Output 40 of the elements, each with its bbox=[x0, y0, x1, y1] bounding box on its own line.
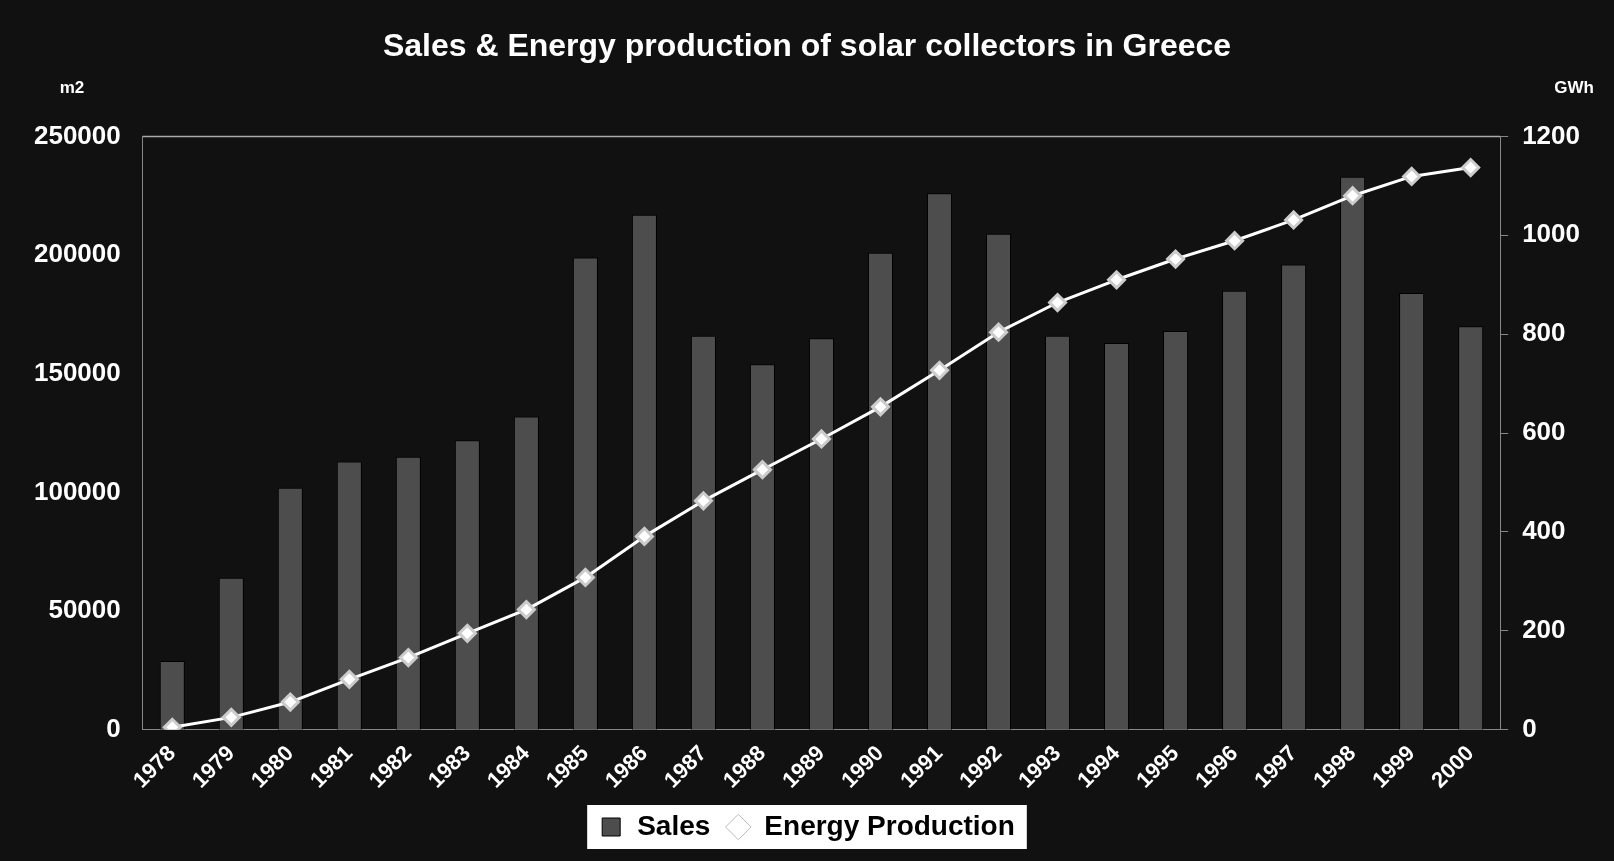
chart-title: Sales & Energy production of solar collectors in Greece bbox=[382, 27, 1232, 64]
y-tick-label: 0 bbox=[106, 712, 121, 743]
y-tick-label: 250000 bbox=[33, 119, 121, 150]
point bbox=[575, 567, 595, 587]
point bbox=[280, 692, 300, 712]
point bbox=[1048, 293, 1068, 313]
point bbox=[1461, 158, 1481, 178]
point bbox=[930, 360, 949, 380]
point bbox=[339, 669, 359, 689]
point bbox=[811, 429, 831, 449]
point bbox=[1343, 186, 1363, 206]
point bbox=[1284, 210, 1304, 230]
y2-tick-label: 0 bbox=[1522, 712, 1537, 743]
point bbox=[1166, 249, 1186, 269]
point bbox=[989, 322, 1009, 342]
point bbox=[634, 526, 654, 546]
point bbox=[1107, 270, 1127, 290]
point bbox=[1225, 231, 1245, 251]
y2-tick-label: 200 bbox=[1522, 614, 1566, 645]
point bbox=[221, 707, 241, 727]
point bbox=[693, 491, 713, 511]
y-tick-label: 50000 bbox=[48, 594, 121, 625]
y-tick-label: 100000 bbox=[33, 475, 121, 506]
legend-label: Energy Production bbox=[764, 809, 1015, 841]
y-tick-label: 150000 bbox=[33, 356, 121, 387]
y2-tick-label: 1200 bbox=[1522, 119, 1580, 150]
y2-tick-label: 400 bbox=[1522, 515, 1566, 546]
point bbox=[870, 397, 890, 417]
point bbox=[752, 460, 772, 480]
point bbox=[1402, 166, 1422, 186]
y2-axis-title: GWh bbox=[1554, 77, 1594, 97]
y2-tick-label: 600 bbox=[1522, 416, 1566, 447]
point bbox=[457, 623, 477, 643]
y-axis-title: m2 bbox=[59, 77, 85, 97]
point bbox=[398, 648, 418, 668]
y2-tick-label: 1000 bbox=[1522, 218, 1580, 249]
legend-label: Sales bbox=[637, 809, 711, 841]
y-tick-label: 200000 bbox=[33, 238, 121, 269]
y2-tick-label: 800 bbox=[1522, 317, 1566, 348]
point bbox=[516, 600, 536, 620]
